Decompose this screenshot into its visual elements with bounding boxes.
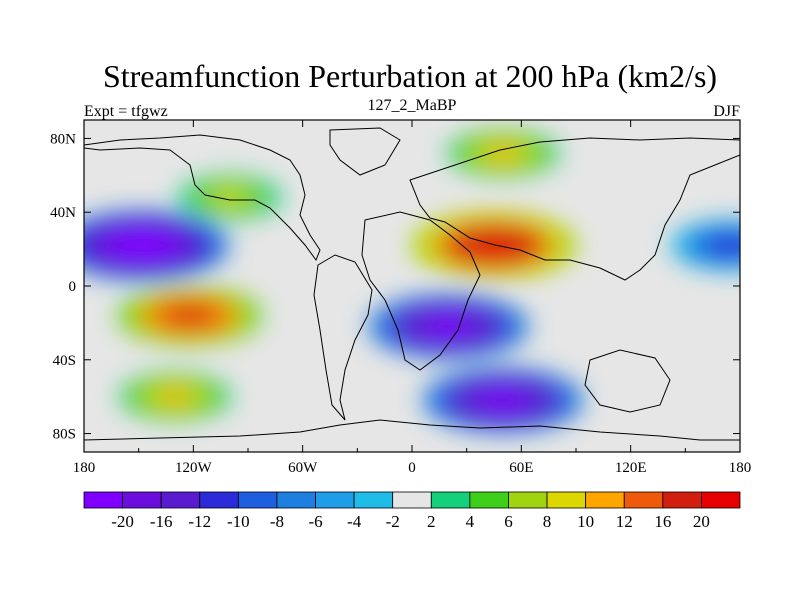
colorbar-label: -6 xyxy=(308,512,322,531)
coastline-eurasia xyxy=(409,137,740,281)
colorbar-label: -20 xyxy=(111,512,134,531)
coastline-south-america xyxy=(313,254,373,421)
contour-band xyxy=(216,191,243,204)
x-axis: 180 120W 60W 0 60E 120E 180 xyxy=(73,120,752,476)
x-tick-label: 180 xyxy=(729,460,752,476)
contour-band xyxy=(171,308,208,323)
feature-north-africa-asia-high xyxy=(411,211,577,280)
center-string: 127_2_MaBP xyxy=(368,97,457,114)
colorbar-label: 10 xyxy=(577,512,594,531)
colorbar-label: -2 xyxy=(386,512,400,531)
colorbar-swatch xyxy=(83,491,123,509)
feature-south-atlantic-africa-low xyxy=(368,293,529,360)
colorbar-swatch xyxy=(546,491,587,509)
colorbar-swatch xyxy=(276,491,316,509)
y-tick-label: 0 xyxy=(69,279,77,295)
colorbar-swatch xyxy=(508,491,548,509)
chart-title: Streamfunction Perturbation at 200 hPa (… xyxy=(103,58,717,94)
y-tick-label: 80S xyxy=(53,427,76,443)
feature-east-pacific-low xyxy=(670,219,740,272)
colorbar-label: -16 xyxy=(150,512,173,531)
colorbar-swatch xyxy=(392,491,432,509)
feature-south-pacific-60s-high xyxy=(119,372,232,421)
colorbar-label: -4 xyxy=(347,512,362,531)
colorbar-label: 2 xyxy=(427,512,436,531)
colorbar: -20 -16 -12 -10 -8 -6 -4 -2 2 4 6 8 10 12 16 20 xyxy=(83,491,741,531)
feature-south-pacific-high xyxy=(118,285,262,346)
contour-band xyxy=(428,318,469,335)
y-tick-label: 40S xyxy=(53,353,76,369)
colorbar-label: 12 xyxy=(616,512,633,531)
colorbar-label: -12 xyxy=(188,512,211,531)
x-tick-label: 180 xyxy=(73,460,96,476)
contour-band xyxy=(120,236,165,255)
colorbar-swatch xyxy=(160,491,201,509)
colorbar-swatch xyxy=(199,491,239,509)
feature-north-america-midlat-high xyxy=(178,175,282,220)
contour-band xyxy=(489,147,518,160)
left-string: Expt = tfgwz xyxy=(84,103,168,120)
feature-southern-indian-ocean-low xyxy=(422,367,584,434)
colorbar-label: 6 xyxy=(504,512,513,531)
colorbar-label: -10 xyxy=(227,512,250,531)
contour-band xyxy=(715,239,740,252)
colorbar-swatch xyxy=(662,491,702,509)
y-tick-label: 80N xyxy=(50,131,76,147)
colorbar-label: 16 xyxy=(654,512,671,531)
contour-band xyxy=(161,390,190,403)
contour-band xyxy=(473,237,515,254)
right-string: DJF xyxy=(713,103,740,120)
contour-fill-field xyxy=(84,129,740,434)
coastlines xyxy=(84,127,740,441)
feature-arctic-siberia-high xyxy=(447,129,560,178)
colorbar-swatch xyxy=(623,491,664,509)
coastline-antarctica xyxy=(84,419,740,441)
colorbar-swatch xyxy=(430,491,471,509)
y-axis: 80N 40N 0 40S 80S xyxy=(50,131,740,443)
contour-band xyxy=(483,392,524,409)
x-tick-label: 60E xyxy=(509,460,533,476)
x-tick-label: 60W xyxy=(288,460,318,476)
y-tick-label: 40N xyxy=(50,205,76,221)
feature-north-pacific-low xyxy=(84,210,230,281)
colorbar-swatch xyxy=(315,491,355,509)
coastline-africa xyxy=(361,211,481,371)
colorbar-swatch xyxy=(469,491,509,509)
map-plot-area: 180 120W 60W 0 60E 120E 180 80N 40N 0 40S 80S xyxy=(50,119,752,476)
x-tick-label: 120W xyxy=(175,460,213,476)
colorbar-label: 8 xyxy=(543,512,552,531)
colorbar-swatch xyxy=(585,491,625,509)
coastline-north-america xyxy=(84,134,321,262)
colorbar-label: 4 xyxy=(466,512,475,531)
colorbar-swatch xyxy=(353,491,394,509)
x-tick-label: 120E xyxy=(615,460,647,476)
coastline-australia xyxy=(584,349,671,413)
colorbar-label: 20 xyxy=(693,512,710,531)
x-tick-label: 0 xyxy=(408,460,416,476)
colorbar-swatch xyxy=(701,491,741,509)
coastline-greenland xyxy=(329,127,401,176)
colorbar-label: -8 xyxy=(270,512,284,531)
colorbar-swatch xyxy=(122,491,162,509)
colorbar-swatch xyxy=(237,491,278,509)
